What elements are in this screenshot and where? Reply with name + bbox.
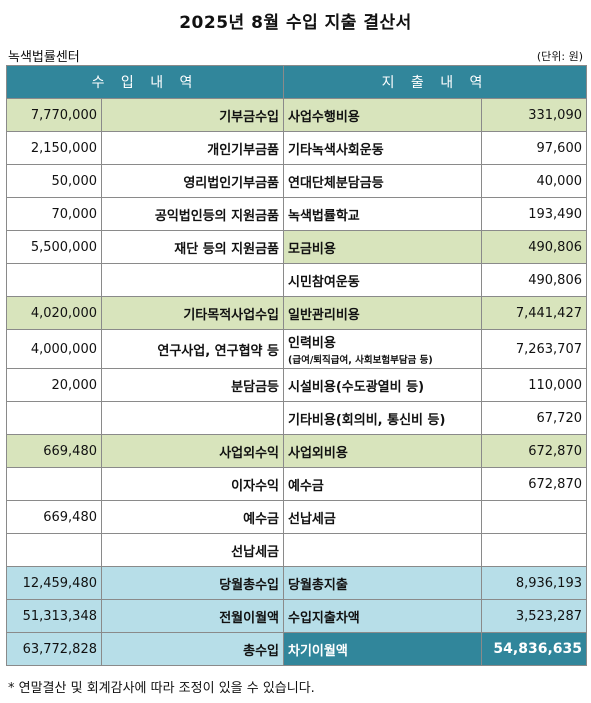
expense-item: 시민참여운동 bbox=[283, 263, 482, 297]
expense-item: 일반관리비용 bbox=[283, 296, 482, 330]
expense-item: 사업수행비용 bbox=[283, 98, 482, 132]
income-item: 총수입 bbox=[101, 632, 284, 666]
income-item: 기타목적사업수입 bbox=[101, 296, 284, 330]
income-item: 사업외수익 bbox=[101, 434, 284, 468]
expense-item: 예수금 bbox=[283, 467, 482, 501]
income-item: 공익법인등의 지원금품 bbox=[101, 197, 284, 231]
expense-item-detail: (급여/퇴직급여, 사회보험부담금 등) bbox=[288, 355, 433, 366]
income-item: 기부금수입 bbox=[101, 98, 284, 132]
unit-label: (단위: 원) bbox=[536, 50, 583, 63]
table-row: 시민참여운동 490,806 bbox=[6, 263, 587, 297]
expense-item: 기타녹색사회운동 bbox=[283, 131, 482, 165]
income-amount: 669,480 bbox=[6, 434, 102, 468]
income-header: 수 입 내 역 bbox=[6, 65, 284, 99]
expense-item: 녹색법률학교 bbox=[283, 197, 482, 231]
expense-item: 선납세금 bbox=[283, 500, 482, 534]
table-row: 2,150,000 개인기부금품 기타녹색사회운동 97,600 bbox=[6, 131, 587, 165]
expense-amount: 40,000 bbox=[481, 164, 587, 198]
expense-amount bbox=[481, 533, 587, 567]
table-header-row: 수 입 내 역 지 출 내 역 bbox=[6, 65, 587, 99]
income-item bbox=[101, 401, 284, 435]
expense-item: 차기이월액 bbox=[283, 632, 482, 666]
income-amount bbox=[6, 263, 102, 297]
table-row: 70,000 공익법인등의 지원금품 녹색법률학교 193,490 bbox=[6, 197, 587, 231]
income-amount: 5,500,000 bbox=[6, 230, 102, 264]
table-row: 51,313,348 전월이월액 수입지출차액 3,523,287 bbox=[6, 599, 587, 633]
expense-amount: 110,000 bbox=[481, 368, 587, 402]
expense-item-label: 인력비용 bbox=[288, 336, 336, 351]
income-amount: 12,459,480 bbox=[6, 566, 102, 600]
income-item: 연구사업, 연구협약 등 bbox=[101, 329, 284, 369]
expense-amount bbox=[481, 500, 587, 534]
expense-item: 모금비용 bbox=[283, 230, 482, 264]
income-amount: 2,150,000 bbox=[6, 131, 102, 165]
income-item: 예수금 bbox=[101, 500, 284, 534]
income-amount bbox=[6, 401, 102, 435]
income-amount: 63,772,828 bbox=[6, 632, 102, 666]
expense-item: 사업외비용 bbox=[283, 434, 482, 468]
expense-item: 시설비용(수도광열비 등) bbox=[283, 368, 482, 402]
table-body: 7,770,000 기부금수입 사업수행비용 331,090 2,150,000 개인기부… bbox=[6, 98, 587, 666]
organization-name: 녹색법률센터 bbox=[8, 50, 80, 65]
expense-amount: 490,806 bbox=[481, 230, 587, 264]
income-amount: 7,770,000 bbox=[6, 98, 102, 132]
income-amount bbox=[6, 467, 102, 501]
income-item bbox=[101, 263, 284, 297]
income-item: 선납세금 bbox=[101, 533, 284, 567]
expense-amount: 490,806 bbox=[481, 263, 587, 297]
income-item: 이자수익 bbox=[101, 467, 284, 501]
table-row: 12,459,480 당월총수입 당월총지출 8,936,193 bbox=[6, 566, 587, 600]
expense-amount: 7,263,707 bbox=[481, 329, 587, 369]
income-item: 당월총수입 bbox=[101, 566, 284, 600]
table-row: 63,772,828 총수입 차기이월액 54,836,635 bbox=[6, 632, 587, 666]
income-amount: 669,480 bbox=[6, 500, 102, 534]
table-row: 5,500,000 재단 등의 지원금품 모금비용 490,806 bbox=[6, 230, 587, 264]
expense-amount: 7,441,427 bbox=[481, 296, 587, 330]
table-row: 20,000 분담금등 시설비용(수도광열비 등) 110,000 bbox=[6, 368, 587, 402]
table-row: 4,020,000 기타목적사업수입 일반관리비용 7,441,427 bbox=[6, 296, 587, 330]
income-item: 재단 등의 지원금품 bbox=[101, 230, 284, 264]
table-row: 이자수익 예수금 672,870 bbox=[6, 467, 587, 501]
table-row: 669,480 사업외수익 사업외비용 672,870 bbox=[6, 434, 587, 468]
income-item: 개인기부금품 bbox=[101, 131, 284, 165]
table-row: 기타비용(회의비, 통신비 등) 67,720 bbox=[6, 401, 587, 435]
income-amount: 50,000 bbox=[6, 164, 102, 198]
income-amount: 51,313,348 bbox=[6, 599, 102, 633]
expense-amount: 8,936,193 bbox=[481, 566, 587, 600]
expense-item: 연대단체분담금등 bbox=[283, 164, 482, 198]
table-row: 50,000 영리법인기부금품 연대단체분담금등 40,000 bbox=[6, 164, 587, 198]
expense-item bbox=[283, 533, 482, 567]
expense-amount: 54,836,635 bbox=[481, 632, 587, 666]
expense-amount: 331,090 bbox=[481, 98, 587, 132]
table-row: 선납세금 bbox=[6, 533, 587, 567]
footnote: * 연말결산 및 회계감사에 따라 조정이 있을 수 있습니다. bbox=[8, 681, 315, 696]
income-amount: 4,000,000 bbox=[6, 329, 102, 369]
expense-amount: 672,870 bbox=[481, 434, 587, 468]
income-amount: 4,020,000 bbox=[6, 296, 102, 330]
expense-amount: 3,523,287 bbox=[481, 599, 587, 633]
expense-amount: 97,600 bbox=[481, 131, 587, 165]
expense-amount: 672,870 bbox=[481, 467, 587, 501]
income-amount bbox=[6, 533, 102, 567]
income-item: 영리법인기부금품 bbox=[101, 164, 284, 198]
expense-item: 당월총지출 bbox=[283, 566, 482, 600]
income-item: 전월이월액 bbox=[101, 599, 284, 633]
expense-item: 인력비용 (급여/퇴직급여, 사회보험부담금 등) bbox=[283, 329, 482, 369]
table-row: 4,000,000 연구사업, 연구협약 등 인력비용 (급여/퇴직급여, 사회보험부… bbox=[6, 329, 587, 369]
settlement-table: 수 입 내 역 지 출 내 역 7,770,000 기부금수입 사업수행비용 331,… bbox=[6, 65, 587, 666]
income-amount: 20,000 bbox=[6, 368, 102, 402]
expense-item: 수입지출차액 bbox=[283, 599, 482, 633]
table-row: 669,480 예수금 선납세금 bbox=[6, 500, 587, 534]
table-row: 7,770,000 기부금수입 사업수행비용 331,090 bbox=[6, 98, 587, 132]
page-title: 2025년 8월 수입 지출 결산서 bbox=[179, 13, 412, 33]
expense-item: 기타비용(회의비, 통신비 등) bbox=[283, 401, 482, 435]
expense-amount: 67,720 bbox=[481, 401, 587, 435]
income-item: 분담금등 bbox=[101, 368, 284, 402]
income-amount: 70,000 bbox=[6, 197, 102, 231]
expense-amount: 193,490 bbox=[481, 197, 587, 231]
expense-header: 지 출 내 역 bbox=[283, 65, 587, 99]
